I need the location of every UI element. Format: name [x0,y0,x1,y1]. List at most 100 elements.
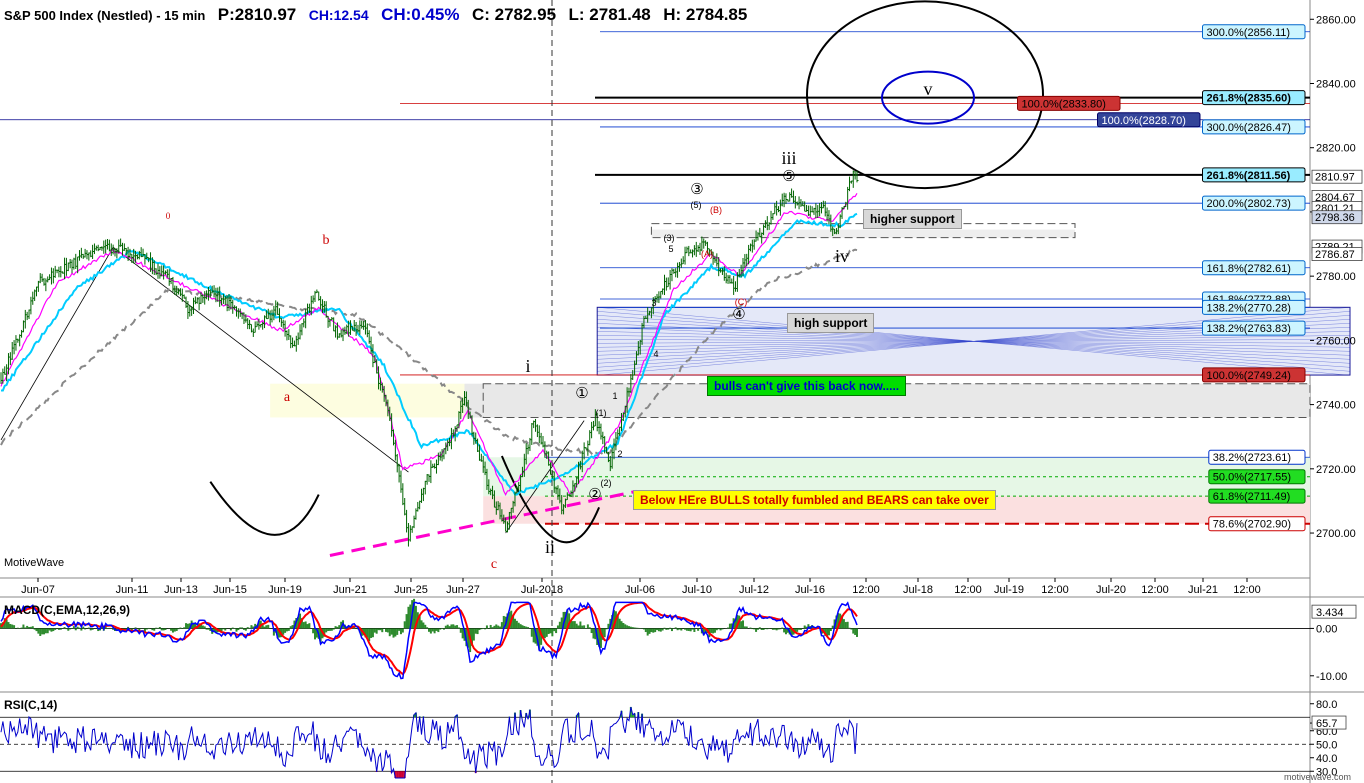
wave-label-7: iv [835,246,849,266]
rsi-tick-label-0: 30.0 [1316,766,1337,778]
bowl-right [500,455,601,544]
ema-mid-line [1,212,858,496]
target-ellipse-outer [806,0,1044,190]
fib-label-7: 161.8%(2782.61) [1207,263,1291,275]
x-tick-label-16: Jul-19 [994,584,1024,596]
rsi-tick-label-2: 50.0 [1316,739,1337,751]
x-tick-label-12: Jul-16 [795,584,825,596]
fib-label-box-7 [1202,260,1306,276]
ema-fast-line [0,192,858,497]
macd-title: MACD(C,EMA,12,26,9) [4,603,131,617]
x-tick-label-2: Jun-13 [164,584,198,596]
price-label-box-3 [1311,210,1363,225]
wave-label-11: ③ [690,181,703,198]
price-label-5: 2786.87 [1315,249,1355,261]
fib-label-box-5 [1202,167,1306,183]
rsi-line [0,706,858,779]
y-tick-label-1: 2720.00 [1316,464,1356,476]
x-tick-label-8: Jul-2018 [521,584,563,596]
wave-label-9: ① [575,385,588,402]
watermark: MotiveWave [4,557,65,569]
macd-tick-label-0: -10.00 [1316,671,1347,683]
x-tick-label-10: Jul-10 [682,584,712,596]
fib-label-14: 61.8%(2711.49) [1213,491,1290,503]
wave-label-22: 2 [617,449,622,459]
y-tick-label-8: 2860.00 [1316,14,1356,26]
y-tick-label-3: 2760.00 [1316,335,1356,347]
fib-label-6: 200.0%(2802.73) [1207,198,1291,210]
fib-label-12: 38.2%(2723.61) [1213,452,1291,464]
low-readout: L: 2781.48 [568,5,651,24]
zone-a-yellow [270,383,465,418]
rsi-value-box [1311,715,1347,730]
x-tick-label-6: Jun-25 [394,584,428,596]
x-tick-label-21: 12:00 [1233,584,1261,596]
wave-label-1: b [323,233,330,248]
rsi-tick-label-5: 80.0 [1316,699,1337,711]
close-readout: C: 2782.95 [471,5,557,24]
fib-label-box-3 [1097,112,1201,128]
chart-header: S&P 500 Index (Nestled) - 15 min P:2810.… [4,5,755,25]
high-support-callout: high support [787,313,875,333]
wave-label-2: a [284,390,291,405]
y-tick-label-4: 2780.00 [1316,271,1356,283]
wave-label-21: 1 [612,391,617,401]
fib-label-box-2 [1017,95,1121,111]
y-tick-label-7: 2840.00 [1316,78,1356,90]
fib-label-0: 300.0%(2856.11) [1207,27,1291,39]
price-label-box-0 [1311,169,1363,184]
fib-label-9: 138.2%(2770.28) [1207,302,1291,314]
wave-label-6: iii [781,148,796,168]
change-pct-readout: CH:0.45% [381,5,460,24]
bowl-left [209,481,320,536]
fib-label-4: 300.0%(2826.47) [1207,122,1291,134]
price-bars [0,170,859,547]
fib-label-box-9 [1202,299,1306,315]
wave-label-25: 5 [668,244,673,254]
y-tick-label-6: 2820.00 [1316,143,1356,155]
bulls-callout: bulls can't give this back now..... [707,376,907,396]
trendline-2 [505,420,585,534]
rsi-value-label: 65.7 [1316,718,1337,730]
wave-label-15: (2) [601,478,612,488]
ema-slow-line [0,248,858,456]
fib-label-box-4 [1202,119,1306,135]
x-tick-label-4: Jun-19 [268,584,302,596]
macd-value-box [1311,604,1357,619]
wave-label-23: 3 [651,298,656,308]
price-label-0: 2810.97 [1315,172,1355,184]
y-tick-label-0: 2700.00 [1316,528,1356,540]
wave-label-18: (A) [701,249,713,259]
wave-label-8: v [924,79,933,99]
fib-label-box-0 [1202,24,1306,40]
price-label-box-5 [1311,247,1363,261]
fib-label-box-6 [1202,195,1306,211]
fib-label-3: 100.0%(2828.70) [1102,115,1186,127]
x-tick-label-13: 12:00 [852,584,880,596]
x-tick-label-5: Jun-21 [333,584,367,596]
fib-label-box-10 [1202,320,1306,336]
wave-label-4: i [525,356,530,376]
fib-label-13: 50.0%(2717.55) [1213,472,1291,484]
pink-trendline [329,489,637,557]
fib-label-box-11 [1202,367,1306,383]
x-tick-label-19: 12:00 [1141,584,1169,596]
higher-support-callout: higher support [863,209,962,229]
wave-label-5: ii [545,537,555,557]
fib-label-box-14 [1208,488,1306,504]
trendline-0 [0,247,114,441]
fib-label-box-15 [1208,516,1306,532]
rsi-title: RSI(C,14) [4,698,58,712]
fib-label-5: 261.8%(2811.56) [1207,170,1291,182]
fib-label-1: 261.8%(2835.60) [1207,93,1292,105]
change-readout: CH:12.54 [308,7,369,23]
x-tick-label-17: 12:00 [1041,584,1069,596]
fib-label-11: 100.0%(2749.24) [1207,370,1291,382]
wave-label-0: 0 [166,211,171,221]
wave-label-24: 4 [653,349,658,359]
hatch-line [597,307,1351,376]
fib-label-10: 138.2%(2763.83) [1207,323,1291,335]
wave-label-12: ④ [732,306,745,323]
price-label-3: 2798.36 [1315,212,1355,224]
